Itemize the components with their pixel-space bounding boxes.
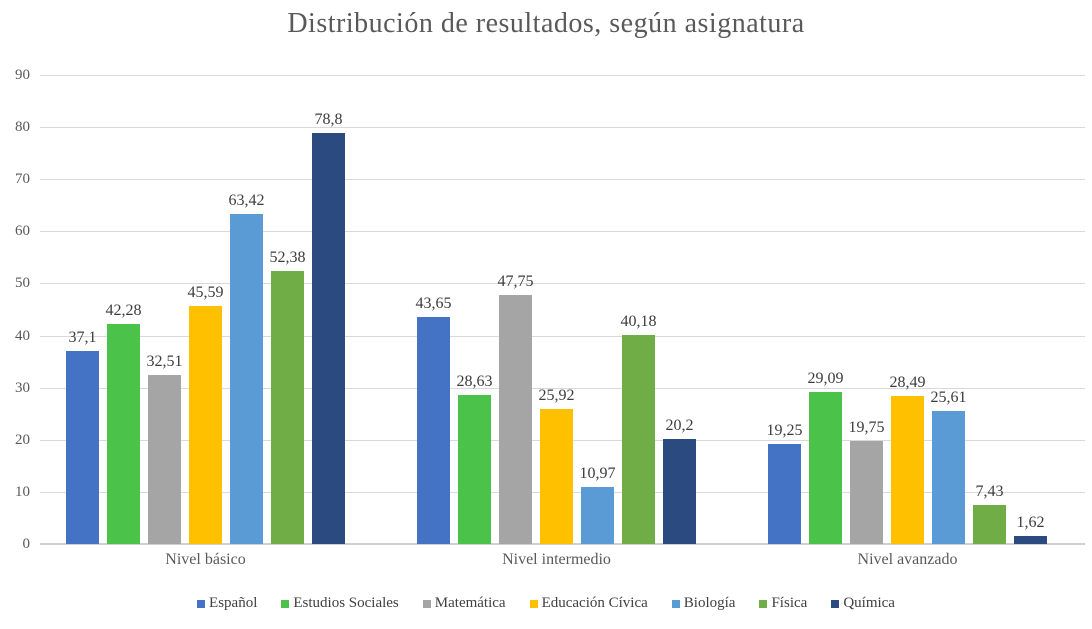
bar-value-label: 45,59 <box>187 284 224 302</box>
bar-value-label: 40,18 <box>620 312 657 330</box>
x-axis-line <box>40 543 1085 545</box>
bar: 52,38 <box>270 249 306 544</box>
legend-item: Biología <box>671 595 736 612</box>
legend-item: Español <box>197 595 257 612</box>
y-axis-tick-label: 10 <box>15 483 30 500</box>
x-axis-category-label: Nivel básico <box>165 551 246 568</box>
bar: 25,61 <box>931 389 967 544</box>
legend-swatch-icon <box>831 599 840 608</box>
bar-value-label: 7,43 <box>975 483 1004 501</box>
bar-value-label: 28,49 <box>889 373 926 391</box>
bar-value-label: 10,97 <box>579 464 616 482</box>
legend-label: Física <box>771 595 808 611</box>
chart-title: Distribución de resultados, según asigna… <box>287 8 805 39</box>
bar: 29,09 <box>808 370 844 544</box>
legend-label: Educación Cívica <box>541 595 648 611</box>
legend-label: Español <box>209 595 258 611</box>
gridline <box>40 387 1085 389</box>
bar: 1,62 <box>1014 514 1047 544</box>
bar: 19,25 <box>767 422 803 544</box>
gridline <box>40 283 1085 285</box>
bar: 40,18 <box>621 313 657 544</box>
plot-area: 37,1 42,28 32,51 45,59 63,42 52,38 78,8 43,65 28… <box>40 75 1085 545</box>
bar: 28,63 <box>457 373 493 544</box>
bar-group: 37,1 42,28 32,51 45,59 63,42 52,38 78,8 <box>66 111 345 544</box>
legend: Español Estudios Sociales Matemática Educac… <box>0 595 1092 612</box>
bar-value-label: 37,1 <box>68 328 97 346</box>
gridline <box>40 335 1085 337</box>
bar: 10,97 <box>580 465 616 544</box>
gridline <box>40 231 1085 233</box>
bar: 78,8 <box>312 111 345 544</box>
legend-swatch-icon <box>671 599 680 608</box>
y-axis-tick-label: 40 <box>15 327 30 344</box>
legend-label: Biología <box>683 595 736 611</box>
bar-value-label: 29,09 <box>807 370 844 388</box>
legend-label: Química <box>843 595 895 611</box>
bar-value-label: 43,65 <box>415 294 452 312</box>
legend-label: Matemática <box>434 595 506 611</box>
bar-value-label: 63,42 <box>228 191 265 209</box>
bar: 63,42 <box>229 192 265 544</box>
legend-swatch-icon <box>281 599 290 608</box>
y-axis-tick-label: 80 <box>15 119 30 136</box>
bar: 45,59 <box>188 284 224 544</box>
bar: 7,43 <box>973 483 1006 544</box>
x-axis-category-label: Nivel avanzado <box>857 551 958 568</box>
bar-value-label: 19,25 <box>766 421 803 439</box>
bar-value-label: 19,75 <box>848 419 885 437</box>
y-axis-tick-label: 20 <box>15 431 30 448</box>
bar: 28,49 <box>890 374 926 544</box>
gridline <box>40 127 1085 129</box>
legend-swatch-icon <box>759 599 768 608</box>
bar: 47,75 <box>498 273 534 544</box>
bar: 32,51 <box>147 353 183 544</box>
legend-label: Estudios Sociales <box>293 595 399 611</box>
bar-value-label: 25,92 <box>538 386 575 404</box>
legend-item: Física <box>759 595 807 612</box>
y-axis-tick-label: 0 <box>22 536 31 552</box>
legend-item: Estudios Sociales <box>281 595 399 612</box>
bar-value-label: 28,63 <box>456 372 493 390</box>
y-axis-tick-label: 70 <box>15 171 30 188</box>
bar-group: 43,65 28,63 47,75 25,92 10,97 40,18 20,2 <box>416 273 696 544</box>
bar-value-label: 25,61 <box>930 388 967 406</box>
y-axis-tick-label: 90 <box>15 67 30 83</box>
bar: 37,1 <box>66 329 99 544</box>
bar-value-label: 32,51 <box>146 352 183 370</box>
bar-value-label: 42,28 <box>105 301 142 319</box>
bar-value-label: 47,75 <box>497 273 534 291</box>
bar-group: 19,25 29,09 19,75 28,49 25,61 7,43 1,62 <box>767 370 1047 544</box>
gridline <box>40 75 1085 76</box>
bar: 19,75 <box>849 419 885 544</box>
bar: 25,92 <box>539 387 575 544</box>
legend-item: Matemática <box>422 595 506 612</box>
gridline <box>40 179 1085 181</box>
legend-item: Educación Cívica <box>529 595 648 612</box>
bar-value-label: 20,2 <box>665 416 694 434</box>
bar-value-label: 1,62 <box>1016 513 1045 531</box>
bar-value-label: 52,38 <box>269 249 306 267</box>
y-axis-tick-label: 50 <box>15 275 30 292</box>
legend-swatch-icon <box>529 599 538 608</box>
y-axis-tick-label: 30 <box>15 379 30 396</box>
x-axis-category-label: Nivel intermedio <box>502 551 611 568</box>
y-axis-tick-label: 60 <box>15 223 30 240</box>
bar-value-label: 78,8 <box>314 111 343 129</box>
bar: 43,65 <box>416 295 452 544</box>
legend-item: Química <box>831 595 895 612</box>
bar: 42,28 <box>106 302 142 544</box>
legend-swatch-icon <box>197 599 206 608</box>
legend-swatch-icon <box>422 599 431 608</box>
bar: 20,2 <box>663 417 696 544</box>
